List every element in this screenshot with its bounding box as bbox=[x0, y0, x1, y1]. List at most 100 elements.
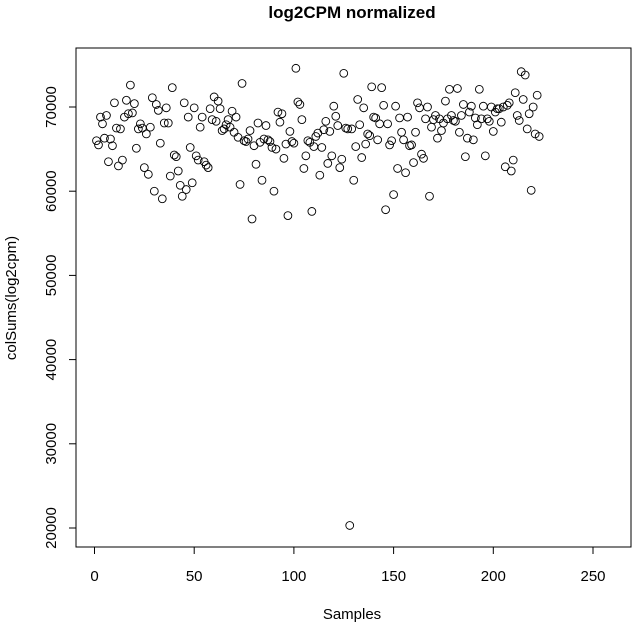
data-point bbox=[307, 207, 317, 216]
data-point bbox=[522, 124, 532, 134]
data-point bbox=[114, 161, 123, 171]
data-points bbox=[92, 63, 544, 530]
data-point bbox=[465, 107, 474, 117]
data-point bbox=[257, 175, 267, 185]
data-point bbox=[134, 124, 143, 134]
data-point bbox=[345, 521, 355, 530]
data-point bbox=[185, 143, 195, 152]
data-point bbox=[484, 116, 494, 126]
data-point bbox=[407, 140, 416, 150]
data-point bbox=[349, 175, 359, 185]
data-point bbox=[393, 164, 402, 173]
data-point bbox=[259, 134, 269, 144]
data-point bbox=[421, 114, 430, 124]
data-point bbox=[167, 83, 177, 92]
data-point bbox=[217, 126, 227, 135]
data-point bbox=[229, 127, 239, 137]
data-point bbox=[469, 135, 478, 145]
data-point bbox=[494, 104, 504, 114]
data-point bbox=[377, 83, 386, 92]
x-tick-label: 100 bbox=[281, 568, 306, 585]
data-point bbox=[363, 129, 373, 139]
data-point bbox=[179, 98, 189, 108]
data-point bbox=[247, 214, 257, 224]
data-point bbox=[492, 104, 502, 114]
data-point bbox=[512, 111, 522, 120]
data-point bbox=[265, 137, 275, 146]
data-point bbox=[136, 119, 145, 129]
data-point bbox=[299, 164, 309, 173]
data-point bbox=[441, 96, 450, 106]
data-point bbox=[375, 119, 384, 129]
data-point bbox=[277, 109, 287, 119]
data-point bbox=[474, 84, 484, 94]
data-point bbox=[267, 143, 277, 152]
data-point bbox=[100, 133, 109, 143]
data-point bbox=[395, 113, 404, 123]
data-point bbox=[415, 103, 424, 113]
data-point bbox=[161, 103, 171, 113]
data-point bbox=[157, 194, 167, 204]
data-point bbox=[207, 115, 217, 124]
data-point bbox=[110, 98, 119, 108]
data-point bbox=[223, 115, 233, 124]
data-point bbox=[153, 106, 163, 115]
data-point bbox=[510, 88, 520, 98]
data-point bbox=[417, 149, 426, 159]
data-point bbox=[411, 127, 420, 137]
data-point bbox=[397, 127, 406, 137]
data-point bbox=[425, 191, 434, 201]
data-point bbox=[181, 185, 191, 194]
data-point bbox=[319, 125, 329, 135]
data-point bbox=[283, 211, 293, 220]
x-axis: 0 50 100 150 200 250 bbox=[90, 546, 606, 585]
data-point bbox=[301, 151, 311, 161]
data-point bbox=[219, 124, 229, 134]
data-point bbox=[528, 102, 538, 112]
data-point bbox=[496, 117, 506, 127]
data-point bbox=[189, 103, 199, 113]
data-point bbox=[526, 186, 536, 195]
data-point bbox=[457, 111, 466, 120]
data-point bbox=[243, 134, 253, 144]
data-point bbox=[297, 115, 307, 124]
data-point bbox=[132, 143, 141, 153]
data-point bbox=[249, 141, 259, 151]
data-point bbox=[201, 160, 211, 170]
data-point bbox=[467, 101, 476, 111]
data-point bbox=[205, 104, 215, 114]
data-point bbox=[106, 134, 115, 144]
data-point bbox=[155, 138, 165, 148]
data-point bbox=[253, 118, 263, 128]
data-point bbox=[365, 131, 375, 140]
data-point bbox=[506, 166, 516, 176]
data-point bbox=[237, 79, 247, 88]
data-point bbox=[275, 117, 285, 127]
data-point bbox=[437, 126, 446, 135]
data-point bbox=[191, 151, 201, 161]
data-point bbox=[401, 168, 410, 178]
data-point bbox=[145, 122, 155, 132]
data-point bbox=[534, 132, 544, 141]
data-point bbox=[171, 152, 181, 162]
data-point bbox=[245, 126, 255, 135]
data-point bbox=[102, 111, 111, 120]
data-point bbox=[124, 109, 133, 119]
x-tick-label: 50 bbox=[186, 568, 203, 585]
data-point bbox=[488, 127, 498, 136]
data-point bbox=[361, 139, 371, 149]
data-point bbox=[459, 100, 468, 109]
data-point bbox=[175, 180, 185, 190]
data-point bbox=[92, 136, 101, 146]
data-point bbox=[473, 120, 482, 130]
data-point bbox=[359, 103, 369, 113]
data-point bbox=[197, 112, 207, 122]
data-point bbox=[455, 127, 464, 137]
data-point bbox=[233, 132, 243, 142]
data-point bbox=[126, 80, 135, 90]
data-point bbox=[183, 112, 193, 122]
data-point bbox=[403, 112, 412, 122]
data-point bbox=[251, 159, 261, 169]
data-point bbox=[96, 112, 105, 122]
data-point bbox=[498, 102, 508, 112]
